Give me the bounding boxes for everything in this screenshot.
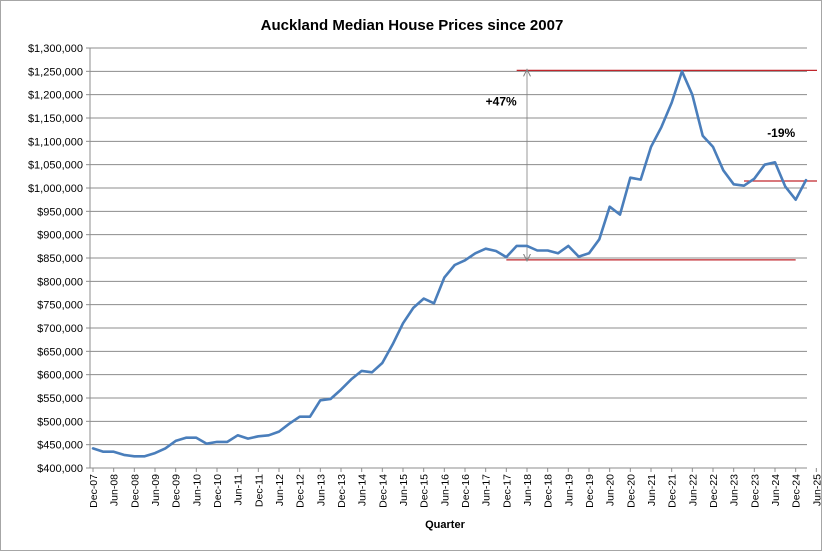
- y-tick-label: $750,000: [37, 300, 83, 312]
- series-line: [91, 70, 808, 458]
- x-axis-label: Quarter: [425, 519, 465, 531]
- y-tick-label: $850,000: [37, 253, 83, 265]
- x-tick-label: Dec-21: [667, 474, 679, 508]
- y-tick-label: $1,150,000: [28, 113, 83, 125]
- x-tick-label: Jun-19: [563, 474, 575, 506]
- x-tick-label: Dec-22: [708, 474, 720, 508]
- x-tick-label: Jun-18: [522, 474, 534, 506]
- x-tick-label: Jun-11: [233, 474, 245, 505]
- x-tick-label: Dec-24: [791, 474, 803, 508]
- x-tick-label: Jun-16: [439, 474, 451, 506]
- x-tick-label: Jun-17: [481, 474, 493, 506]
- annotation-label: +47%: [486, 95, 517, 109]
- x-tick-label: Dec-11: [253, 474, 265, 507]
- y-tick-label: $1,250,000: [28, 66, 83, 78]
- y-tick-label: $800,000: [37, 276, 83, 288]
- x-tick-label: Jun-08: [109, 474, 121, 506]
- x-axis-ticks: Dec-07 Jun-08 Dec-08 Jun-09 Dec-09 Jun-10 Dec-…: [88, 468, 821, 508]
- annotations: +47% -19%: [486, 70, 796, 259]
- x-tick-label: Dec-10: [212, 474, 224, 508]
- y-tick-label: $700,000: [37, 323, 83, 335]
- x-tick-label: Dec-08: [129, 474, 141, 508]
- x-tick-label: Jun-25: [811, 474, 821, 506]
- x-tick-label: Dec-16: [460, 474, 472, 508]
- y-tick-label: $1,000,000: [28, 183, 83, 195]
- y-tick-label: $1,050,000: [28, 160, 83, 172]
- y-tick-label: $550,000: [37, 393, 83, 405]
- x-tick-label: Jun-20: [605, 474, 617, 506]
- y-tick-label: $900,000: [37, 230, 83, 242]
- y-tick-label: $600,000: [37, 370, 83, 382]
- x-tick-label: Dec-07: [88, 474, 100, 508]
- y-tick-label: $450,000: [37, 440, 83, 452]
- x-tick-label: Jun-09: [150, 474, 162, 506]
- x-tick-label: Dec-23: [749, 474, 761, 508]
- x-tick-label: Jun-10: [191, 474, 203, 506]
- y-tick-label: $950,000: [37, 206, 83, 218]
- x-tick-label: Dec-20: [625, 474, 637, 508]
- x-tick-label: Jun-23: [729, 474, 741, 506]
- y-tick-label: $650,000: [37, 346, 83, 358]
- x-tick-label: Dec-18: [543, 474, 555, 508]
- chart-title: Auckland Median House Prices since 2007: [261, 17, 564, 34]
- x-tick-label: Dec-09: [171, 474, 183, 508]
- x-tick-label: Jun-14: [357, 474, 369, 506]
- y-axis-ticks: $400,000 $450,000 $500,000 $550,000 $600,000…: [28, 43, 90, 475]
- y-tick-label: $500,000: [37, 416, 83, 428]
- x-tick-label: Jun-12: [274, 474, 286, 506]
- annotation-label: -19%: [767, 126, 795, 140]
- x-tick-label: Dec-12: [295, 474, 307, 508]
- x-tick-label: Dec-14: [377, 474, 389, 508]
- x-tick-label: Jun-22: [687, 474, 699, 506]
- x-tick-label: Jun-24: [770, 474, 782, 506]
- y-tick-label: $1,200,000: [28, 90, 83, 102]
- x-tick-label: Dec-13: [336, 474, 348, 508]
- gridlines: [90, 47, 807, 469]
- x-tick-label: Jun-13: [315, 474, 327, 506]
- axes: [89, 48, 807, 469]
- series-layer: [91, 70, 808, 458]
- y-tick-label: $1,300,000: [28, 43, 83, 55]
- x-tick-label: Jun-21: [646, 474, 658, 506]
- x-tick-label: Dec-19: [584, 474, 596, 508]
- y-tick-label: $1,100,000: [28, 136, 83, 148]
- x-tick-label: Jun-15: [398, 474, 410, 506]
- x-tick-label: Dec-17: [501, 474, 513, 508]
- x-tick-label: Dec-15: [419, 474, 431, 508]
- y-tick-label: $400,000: [37, 463, 83, 475]
